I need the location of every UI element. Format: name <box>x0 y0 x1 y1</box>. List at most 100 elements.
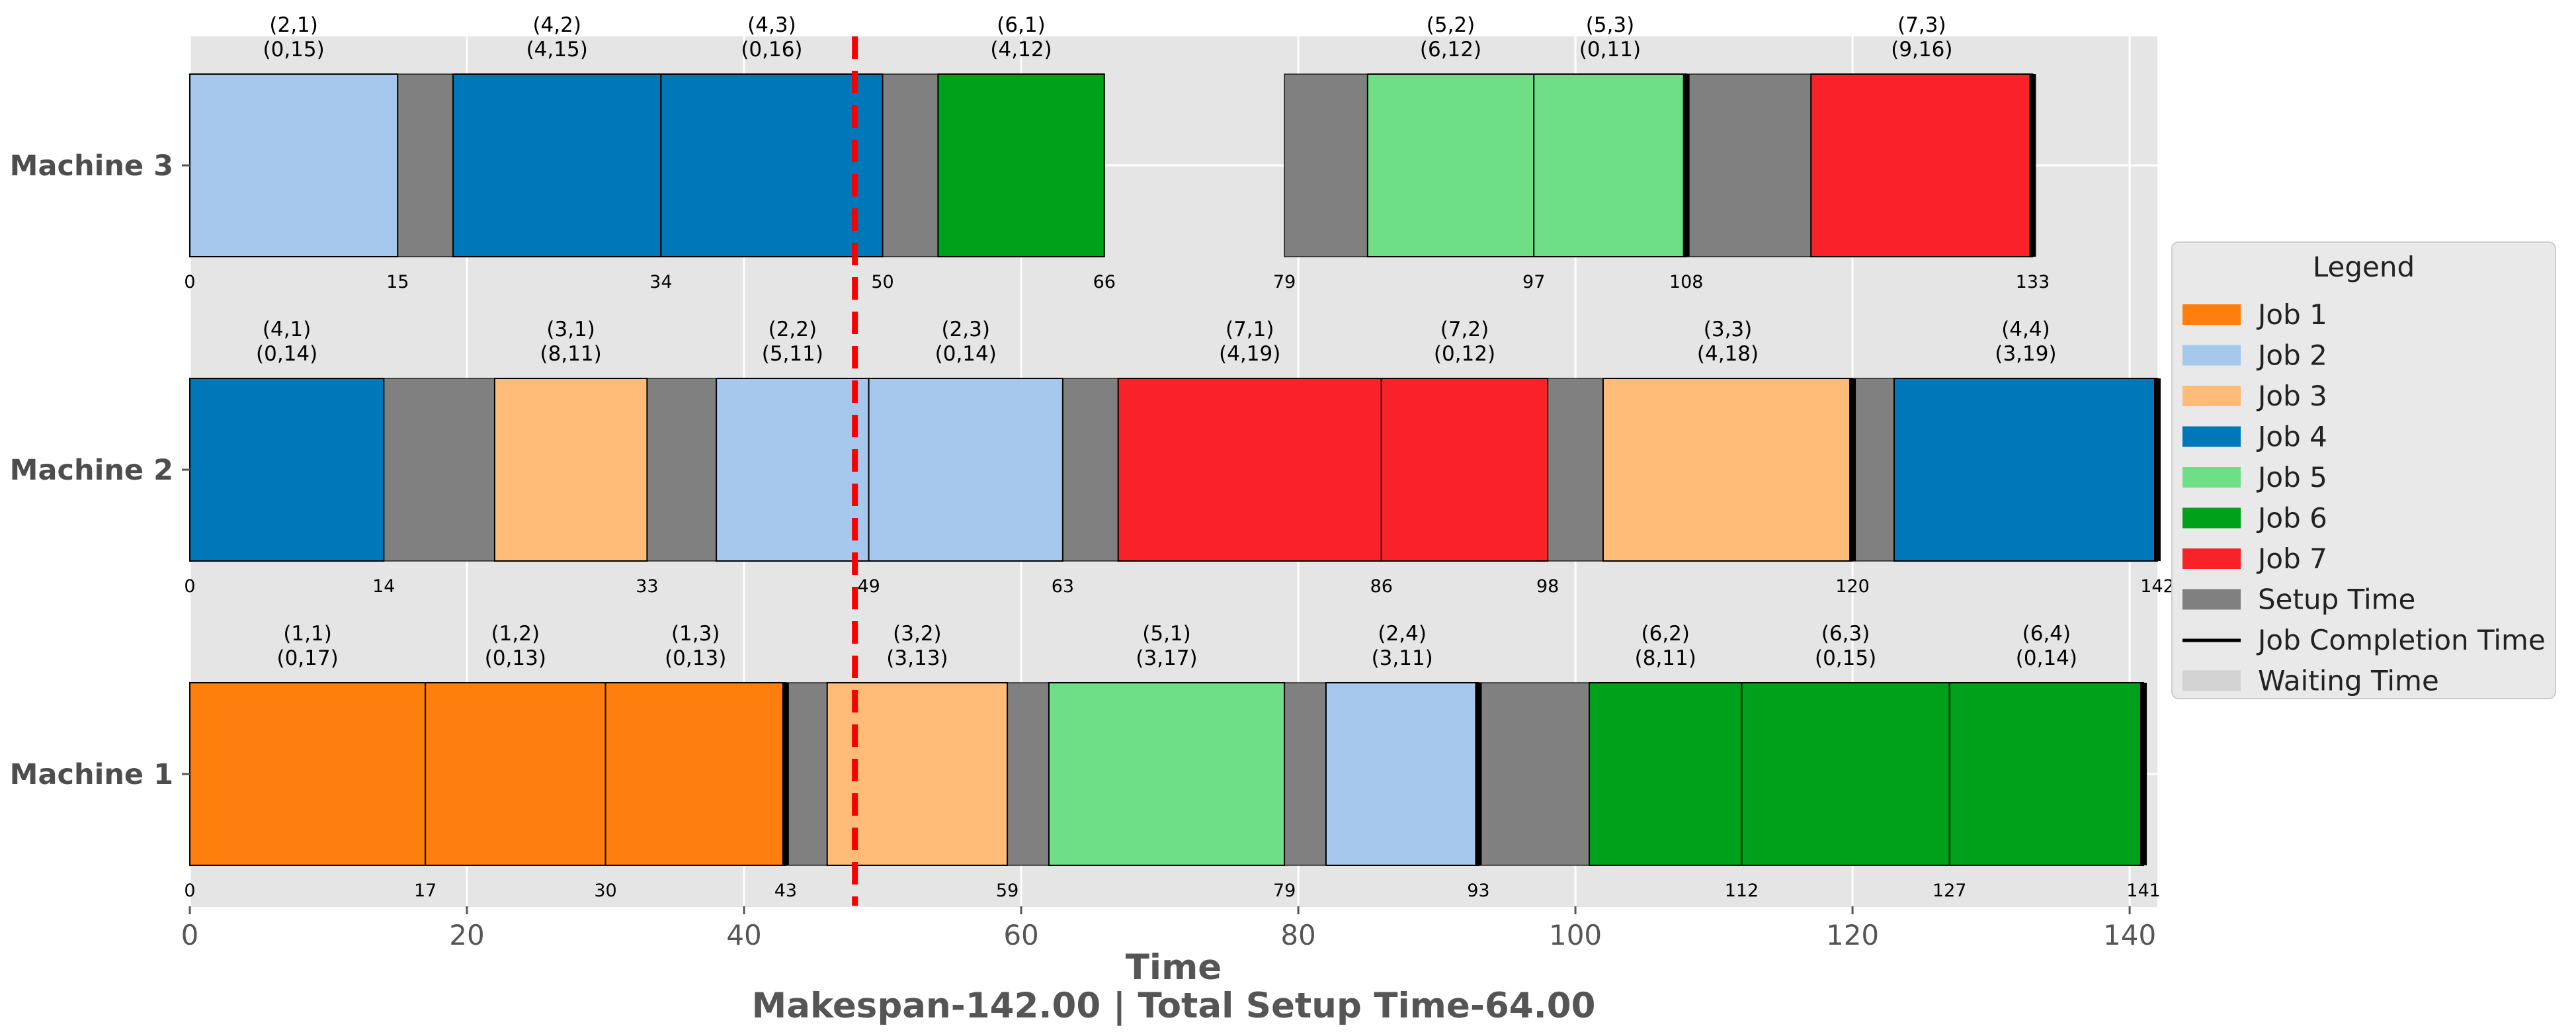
start-time-label: 33 <box>636 576 658 597</box>
operation-params-label: (0,12) <box>1434 342 1495 366</box>
setup-bar <box>1007 682 1050 866</box>
operation-id-label: (6,3) <box>1821 622 1870 646</box>
operation-params-label: (0,13) <box>485 646 546 670</box>
operation-params-label: (0,14) <box>2016 646 2077 670</box>
operation-id-label: (3,2) <box>893 622 942 646</box>
operation-id-label: (2,4) <box>1378 622 1427 646</box>
start-time-label: 17 <box>414 881 436 901</box>
operation-params-label: (0,14) <box>935 342 997 366</box>
operation-id-label: (6,1) <box>997 13 1046 37</box>
operation-bar <box>1048 682 1286 866</box>
start-time-label: 30 <box>594 881 616 901</box>
operation-params-label: (8,11) <box>540 342 602 366</box>
machine-bars <box>189 36 2161 906</box>
operation-params-label: (3,17) <box>1136 646 1197 670</box>
setup-bar <box>1477 682 1590 866</box>
legend-swatch <box>2182 589 2241 610</box>
legend-label: Waiting Time <box>2258 665 2439 697</box>
start-time-label: 0 <box>184 881 195 901</box>
operation-params-label: (6,12) <box>1420 38 1481 62</box>
x-axis: 0 20 40 60 80 100 120 140 <box>181 906 2157 951</box>
legend-label: Job 6 <box>2256 502 2327 535</box>
x-axis-title: Time <box>1126 947 1222 988</box>
setup-bar <box>882 73 938 257</box>
x-tick-label: 100 <box>1549 919 1602 951</box>
operation-bar <box>189 378 385 562</box>
operation-id-label: (1,1) <box>283 622 332 646</box>
operation-params-label: (0,14) <box>256 342 317 366</box>
operation-id-label: (2,2) <box>769 318 817 341</box>
legend-swatch <box>2182 548 2241 569</box>
operation-params-label: (3,19) <box>1995 342 2056 366</box>
start-time-label: 127 <box>1932 881 1967 901</box>
chart-subtitle: Makespan-142.00 | Total Setup Time-64.00 <box>752 986 1596 1026</box>
operation-bar <box>1380 378 1549 562</box>
x-tick-label: 20 <box>449 919 484 951</box>
start-time-label: 86 <box>1370 576 1393 597</box>
operation-params-label: (0,15) <box>1815 646 1876 670</box>
setup-bar <box>383 378 495 562</box>
operation-id-label: (7,3) <box>1897 13 1946 37</box>
setup-bar <box>1852 378 1895 562</box>
machine-row <box>189 682 2147 866</box>
legend-label: Setup Time <box>2258 583 2415 616</box>
operation-params-label: (5,11) <box>762 342 823 366</box>
operation-id-label: (3,1) <box>546 318 595 341</box>
operation-params-label: (0,17) <box>276 646 338 670</box>
start-time-label: 79 <box>1273 881 1296 901</box>
operation-id-label: (2,1) <box>269 13 318 37</box>
start-time-label: 34 <box>649 272 672 292</box>
operation-params-label: (0,13) <box>665 646 726 670</box>
setup-bar <box>1686 73 1811 257</box>
legend-title: Legend <box>2313 251 2415 283</box>
operation-id-label: (7,2) <box>1440 318 1489 341</box>
operation-id-label: (5,1) <box>1142 622 1191 646</box>
legend-label: Job 4 <box>2256 421 2327 453</box>
operation-bar <box>493 378 648 562</box>
operation-bar <box>1325 682 1479 866</box>
legend-label: Job 2 <box>2256 339 2327 372</box>
start-time-label: 49 <box>857 576 880 597</box>
machine-label: Machine 2 <box>10 454 173 487</box>
operation-bar <box>604 682 786 866</box>
operation-bar <box>1117 378 1382 562</box>
start-time-label: 141 <box>2126 881 2161 901</box>
operation-params-label: (4,15) <box>526 38 588 62</box>
legend-swatch <box>2182 304 2241 325</box>
operation-bar <box>189 682 427 866</box>
operation-params-label: (3,11) <box>1372 646 1433 670</box>
operation-params-label: (8,11) <box>1635 646 1696 670</box>
x-tick-label: 0 <box>181 919 199 951</box>
start-time-label: 112 <box>1725 881 1759 901</box>
start-time-label: 133 <box>2016 272 2050 292</box>
machine-label: Machine 1 <box>10 758 173 791</box>
start-time-label: 120 <box>1835 576 1870 597</box>
setup-bar <box>1284 682 1327 866</box>
operation-bar <box>1893 378 2158 562</box>
operation-bar <box>189 73 399 257</box>
operation-params-label: (0,16) <box>741 38 802 62</box>
operation-bar <box>716 378 870 562</box>
operation-bar <box>660 73 884 257</box>
start-time-label: 108 <box>1669 272 1704 292</box>
operation-bar <box>1533 73 1687 257</box>
x-tick-label: 140 <box>2103 919 2156 951</box>
setup-bar <box>1062 378 1119 562</box>
start-time-label: 63 <box>1052 576 1074 597</box>
operation-bar <box>868 378 1063 562</box>
legend: Legend Job 1 Job 2 Job 3 Job 4 Job 5 Job 6 Job … <box>2171 241 2556 699</box>
start-time-label: 43 <box>774 881 797 901</box>
operation-bar <box>452 73 662 257</box>
operation-params-label: (0,15) <box>263 38 325 62</box>
x-tick-label: 80 <box>1280 919 1315 951</box>
start-time-label: 79 <box>1273 272 1296 292</box>
operation-params-label: (4,12) <box>990 38 1052 62</box>
operation-params-label: (3,13) <box>886 646 948 670</box>
operation-params-label: (4,19) <box>1219 342 1280 366</box>
setup-bar <box>646 378 717 562</box>
legend-label: Job 3 <box>2256 380 2327 412</box>
legend-label: Job 1 <box>2256 298 2327 331</box>
operation-bar <box>425 682 606 866</box>
machine-row <box>189 73 2036 257</box>
operation-id-label: (2,3) <box>941 318 990 341</box>
